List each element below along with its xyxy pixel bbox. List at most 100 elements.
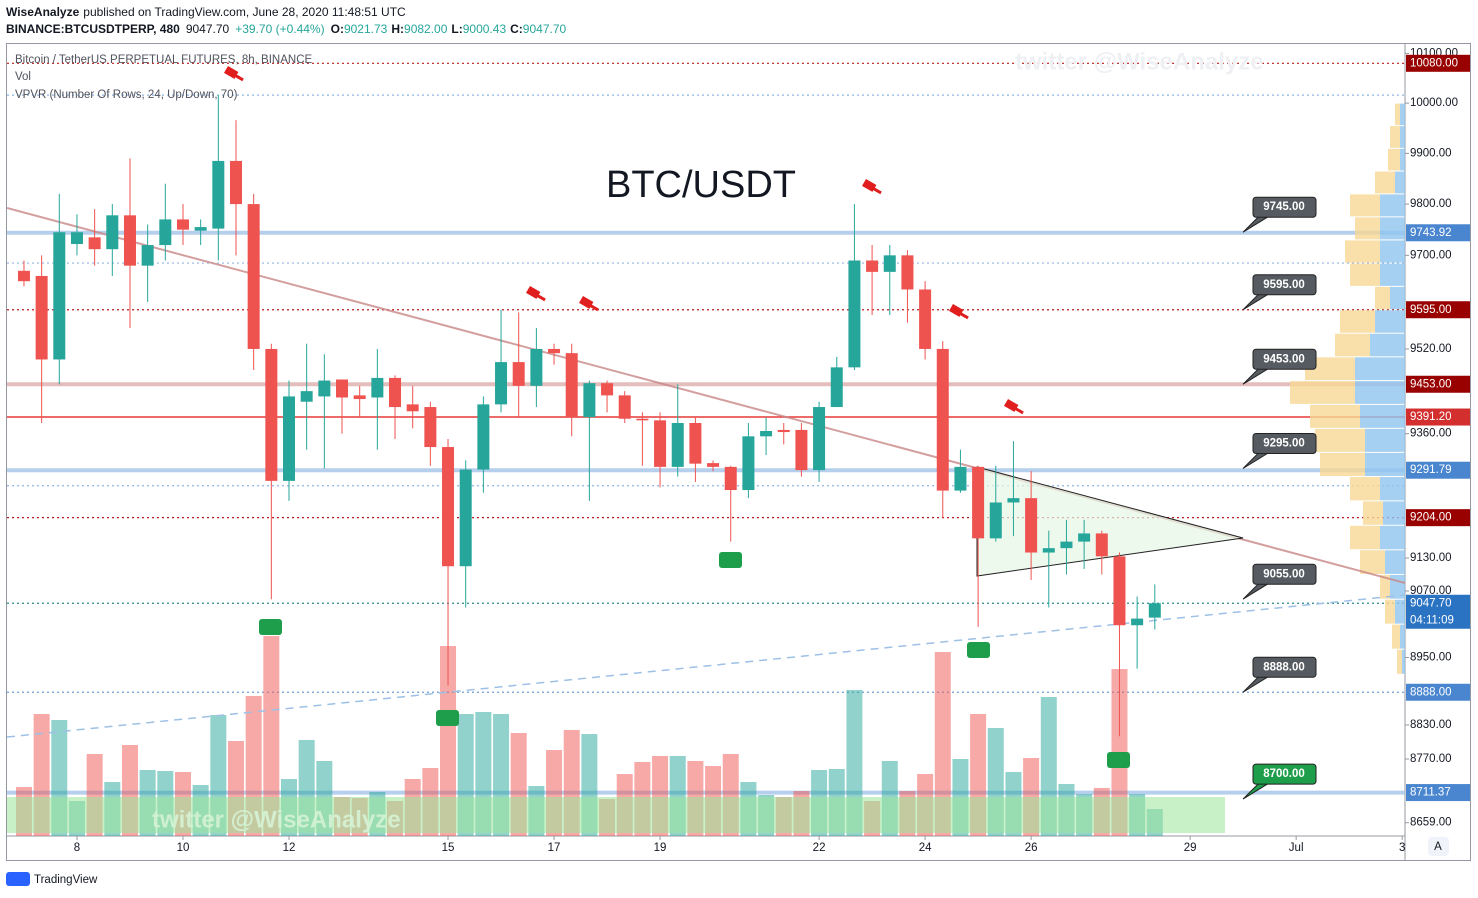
price-label-box bbox=[1406, 594, 1470, 629]
candle-body bbox=[548, 348, 561, 354]
candle-body bbox=[1025, 498, 1038, 553]
price-label: 10080.00 bbox=[1410, 57, 1458, 69]
candle-body bbox=[283, 396, 296, 481]
vpvr-down bbox=[1402, 649, 1405, 674]
price-label: 9595.00 bbox=[1410, 304, 1452, 316]
candle-body bbox=[866, 260, 879, 272]
vpvr-up bbox=[1363, 501, 1383, 525]
candle-body bbox=[300, 391, 313, 402]
candle-body bbox=[1148, 603, 1161, 618]
flag bbox=[1010, 404, 1024, 415]
candle-body bbox=[318, 380, 331, 397]
countdown: 04:11:09 bbox=[1410, 614, 1454, 626]
candle-body bbox=[1060, 541, 1073, 549]
y-tick-label: 9800.00 bbox=[1410, 198, 1452, 210]
ohlc-l: L: bbox=[451, 22, 462, 36]
volume-bar bbox=[934, 652, 951, 836]
vpvr-up bbox=[1350, 263, 1380, 286]
price-label: 9047.70 bbox=[1410, 597, 1452, 609]
price-label: 9391.20 bbox=[1410, 411, 1452, 423]
ohlc-c-value: 9047.70 bbox=[523, 22, 567, 36]
candle-body bbox=[371, 377, 384, 398]
ohlc-c: C: bbox=[510, 22, 523, 36]
candle-body bbox=[1078, 533, 1091, 542]
price-label: 8711.37 bbox=[1410, 787, 1451, 799]
ohlc-o: O: bbox=[331, 22, 344, 36]
x-tick-label: 17 bbox=[548, 842, 561, 854]
candle-body bbox=[141, 245, 154, 266]
callout-label: 8888.00 bbox=[1263, 661, 1305, 673]
y-tick-label: 8830.00 bbox=[1410, 719, 1452, 731]
candle-body bbox=[159, 219, 172, 246]
volume-bar bbox=[263, 636, 280, 836]
callout-box bbox=[1252, 274, 1317, 296]
author: WiseAnalyze bbox=[6, 5, 80, 19]
callout-label: 9595.00 bbox=[1263, 279, 1305, 291]
callout: 8700.00 bbox=[1242, 763, 1317, 800]
callout-box bbox=[1252, 656, 1317, 678]
vpvr-up bbox=[1390, 126, 1400, 148]
callout: 9055.00 bbox=[1242, 563, 1317, 600]
vpvr-up bbox=[1340, 310, 1375, 333]
legend-main: Bitcoin / TetherUS PERPETUAL FUTURES, 8h… bbox=[15, 54, 313, 66]
briefcase bbox=[719, 552, 742, 568]
candle-body bbox=[1095, 533, 1108, 557]
auto-scale-label[interactable]: A bbox=[1434, 841, 1442, 853]
callout-box bbox=[1252, 432, 1317, 454]
briefcase bbox=[436, 710, 459, 726]
vpvr-up bbox=[1380, 574, 1390, 599]
briefcases bbox=[259, 552, 1130, 768]
vpvr-up bbox=[1345, 240, 1380, 263]
candle-body bbox=[936, 348, 949, 491]
callout-label: 9745.00 bbox=[1263, 201, 1305, 213]
callout: 8888.00 bbox=[1242, 656, 1317, 693]
candle-body bbox=[1042, 548, 1055, 553]
candle-body bbox=[972, 466, 985, 539]
candle-body bbox=[707, 463, 720, 467]
x-tick-label: 10 bbox=[177, 842, 190, 854]
y-tick-label: 9700.00 bbox=[1410, 249, 1452, 261]
x-tick-label: 12 bbox=[283, 842, 296, 854]
x-tick-label: Jul bbox=[1289, 842, 1304, 854]
legend-vpvr: VPVR (Number Of Rows, 24, Up/Down, 70) bbox=[15, 89, 238, 101]
ohlc-o-value: 9021.73 bbox=[344, 22, 388, 36]
header-line: WiseAnalyze published on TradingView.com,… bbox=[6, 5, 406, 19]
candle-body bbox=[353, 395, 366, 400]
candle-body bbox=[618, 395, 631, 419]
callout: 9453.00 bbox=[1242, 348, 1317, 385]
candle-body bbox=[477, 404, 490, 470]
vpvr-up bbox=[1392, 624, 1400, 649]
candle-body bbox=[336, 379, 349, 398]
candle-body bbox=[35, 275, 48, 360]
y-tick-label: 10000.00 bbox=[1410, 97, 1458, 109]
symbol: BINANCE:BTCUSDTPERP, 480 bbox=[6, 22, 180, 36]
auto-scale-button[interactable] bbox=[1428, 837, 1449, 856]
vpvr-up bbox=[1335, 333, 1370, 357]
callout-label: 9453.00 bbox=[1263, 353, 1305, 365]
vpvr-down bbox=[1380, 525, 1405, 550]
y-tick-label: 8950.00 bbox=[1410, 652, 1452, 664]
candle-body bbox=[848, 260, 861, 368]
candle-body bbox=[17, 270, 30, 282]
callout-box bbox=[1252, 763, 1317, 785]
x-tick-label: 29 bbox=[1184, 842, 1197, 854]
y-tick-label: 9360.00 bbox=[1410, 428, 1452, 440]
callout-label: 9295.00 bbox=[1263, 438, 1305, 450]
candles bbox=[17, 95, 1161, 737]
vpvr-down bbox=[1355, 381, 1405, 404]
callout: 9595.00 bbox=[1242, 274, 1317, 311]
price-label-box bbox=[1406, 683, 1470, 701]
frame bbox=[6, 43, 1471, 861]
flag bbox=[955, 309, 969, 320]
flags bbox=[224, 66, 1024, 415]
candle-body bbox=[123, 215, 136, 266]
ohlc-l-value: 9000.43 bbox=[463, 22, 507, 36]
price-label: 9204.00 bbox=[1410, 512, 1452, 524]
candle-body bbox=[176, 219, 189, 230]
price-label-box bbox=[1406, 784, 1470, 802]
candle-body bbox=[53, 232, 66, 360]
candle-body bbox=[830, 367, 843, 408]
callout-box bbox=[1252, 348, 1317, 370]
price-label: 9453.00 bbox=[1410, 378, 1452, 390]
candle-body bbox=[530, 348, 543, 386]
